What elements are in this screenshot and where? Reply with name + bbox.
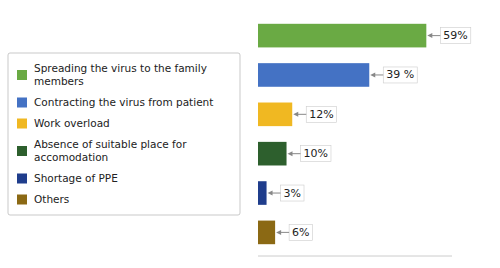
data-label: 39 %: [386, 68, 414, 81]
legend-swatch: [17, 98, 27, 108]
data-labels: 59% 39 % 12% 10% 3% 6%: [268, 28, 471, 241]
data-label-group: 12%: [293, 106, 336, 122]
data-label: 10%: [304, 147, 328, 160]
legend-label: Absence of suitable place foraccomodatio…: [34, 138, 187, 163]
legend-label-line: Shortage of PPE: [34, 172, 118, 184]
label-arrow: [374, 74, 383, 75]
legend-label: Others: [34, 193, 69, 205]
bar: [258, 142, 287, 166]
data-label-box: [281, 185, 304, 201]
legend-label-line: Work overload: [34, 117, 110, 129]
label-arrow: [272, 193, 281, 194]
legend-label: Spreading the virus to the familymembers: [34, 62, 207, 87]
data-label-group: 59%: [427, 28, 470, 44]
x-axis-line: [258, 256, 452, 257]
legend-frame: [8, 53, 240, 215]
chart-container: Spreading the virus to the familymembers…: [0, 0, 500, 268]
data-label: 6%: [292, 226, 309, 239]
bar: [258, 221, 275, 245]
legend-swatch: [17, 70, 27, 80]
legend-swatch: [17, 146, 27, 156]
label-arrowhead: [276, 230, 281, 235]
bar: [258, 24, 426, 48]
legend-label-line: Absence of suitable place for: [34, 138, 187, 150]
legend-label-line: Spreading the virus to the family: [34, 62, 207, 74]
data-label-group: 10%: [288, 146, 331, 162]
data-label-box: [301, 146, 331, 162]
legend-label-line: Contracting the virus from patient: [34, 96, 213, 108]
label-arrow: [297, 114, 306, 115]
legend-label: Work overload: [34, 117, 110, 129]
legend-swatch: [17, 195, 27, 205]
data-label-box: [440, 28, 470, 44]
data-label: 3%: [284, 187, 301, 200]
data-label: 12%: [309, 108, 333, 121]
bars: [258, 24, 426, 244]
bar: [258, 181, 267, 205]
data-label: 59%: [443, 29, 467, 42]
legend-label-line: accomodation: [34, 151, 108, 163]
label-arrowhead: [427, 33, 432, 38]
label-arrowhead: [268, 191, 273, 196]
legend-label-line: Others: [34, 193, 69, 205]
legend-label: Contracting the virus from patient: [34, 96, 213, 108]
data-label-box: [306, 106, 336, 122]
bar: [258, 63, 369, 87]
data-label-group: 3%: [268, 185, 304, 201]
label-arrow: [431, 35, 440, 36]
data-label-box: [383, 67, 417, 83]
bar: [258, 103, 292, 127]
legend-swatch: [17, 119, 27, 129]
label-arrow: [292, 153, 301, 154]
data-label-box: [289, 224, 312, 240]
chart-svg: Spreading the virus to the familymembers…: [0, 0, 500, 268]
data-label-group: 6%: [276, 224, 312, 240]
label-arrow: [280, 232, 289, 233]
legend-swatch: [17, 174, 27, 184]
legend-label: Shortage of PPE: [34, 172, 118, 184]
legend: Spreading the virus to the familymembers…: [8, 53, 240, 215]
label-arrowhead: [293, 112, 298, 117]
label-arrowhead: [370, 72, 375, 77]
data-label-group: 39 %: [370, 67, 417, 83]
label-arrowhead: [288, 151, 293, 156]
legend-label-line: members: [34, 75, 84, 87]
